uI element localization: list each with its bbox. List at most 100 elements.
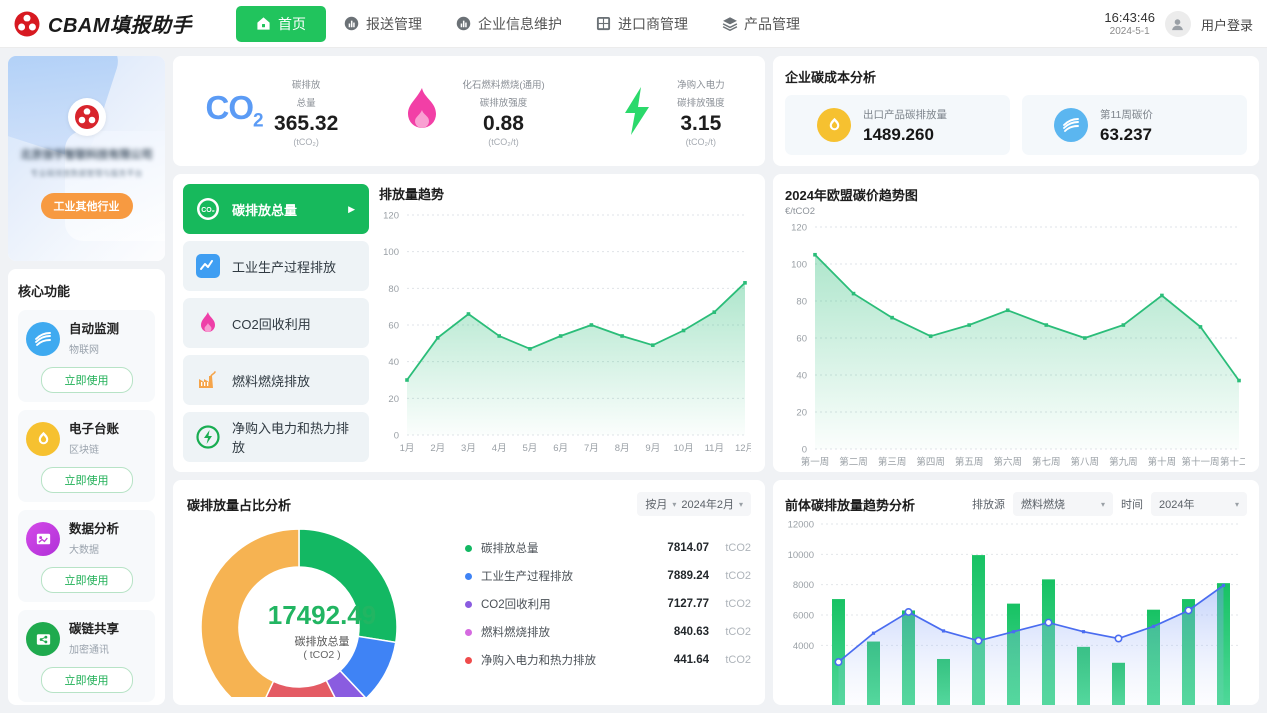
kpi-label-line2: 总量 [296, 98, 316, 109]
svg-text:第三周: 第三周 [878, 456, 907, 468]
feature-use-button[interactable]: 立即使用 [40, 667, 133, 693]
legend-unit: tCO2 [725, 598, 751, 610]
svg-text:80: 80 [388, 284, 399, 295]
svg-text:第七周: 第七周 [1032, 456, 1061, 468]
nav-item-enterprise-info[interactable]: 企业信息维护 [440, 7, 578, 41]
kpi-total-emission: CO2 碳排放 总量 365.32 (tCO₂) [173, 75, 370, 147]
factory-icon [195, 367, 221, 393]
menu-item-label: 净购入电力和热力排放 [232, 421, 350, 455]
legend-dot [465, 544, 472, 552]
kpi-label-line1: 净购入电力 [677, 80, 725, 91]
analytics-icon [26, 522, 60, 556]
svg-text:第十周: 第十周 [1148, 456, 1177, 468]
menu-item-purchased-power-heat[interactable]: 净购入电力和热力排放 [183, 412, 369, 462]
wave-monitor-icon [1054, 108, 1088, 142]
svg-text:第十一周: 第十一周 [1181, 456, 1219, 468]
kpi-label-line2: 碳排放强度 [479, 98, 528, 109]
kpi-value: 0.88 [483, 112, 524, 135]
legend-value: 7127.77 [667, 598, 709, 610]
main-nav: 首页 报送管理 企业信息维护 进口商管理 产品管理 [236, 5, 816, 42]
svg-text:8月: 8月 [615, 443, 630, 454]
menu-item-industrial-process[interactable]: 工业生产过程排放 [183, 241, 369, 291]
bolt-circle-icon [195, 424, 221, 450]
legend-item[interactable]: CO2回收利用 7127.77 tCO2 [465, 590, 751, 618]
svg-text:4000: 4000 [793, 641, 814, 652]
feature-card-carbon-chain-share[interactable]: 碳链共享 加密通讯 立即使用 [18, 610, 155, 702]
svg-text:40: 40 [388, 357, 399, 368]
menu-item-co2-recycle[interactable]: CO2回收利用 [183, 298, 369, 348]
month-select-value: 2024年2月 [681, 499, 734, 511]
feature-name: 碳链共享 [69, 622, 120, 636]
legend-dot [465, 572, 472, 580]
svg-text:第六周: 第六周 [993, 456, 1022, 468]
legend-item[interactable]: 工业生产过程排放 7889.24 tCO2 [465, 562, 751, 590]
company-logo-icon [67, 98, 106, 136]
chart-title: 排放量趋势 [379, 187, 445, 202]
menu-item-total-emission[interactable]: CO₂ 碳排放总量 ▶ [183, 184, 369, 234]
svg-text:第八周: 第八周 [1071, 456, 1100, 468]
feature-tag: 物联网 [69, 345, 99, 356]
ledger-icon [817, 108, 851, 142]
nav-item-home[interactable]: 首页 [236, 5, 326, 42]
kpi-label-line1: 碳排放 [291, 80, 321, 91]
emission-trend-svg: 0 20 40 60 80 100 120 1月 2月 3月 4月 5月 6月 7月 8月 9月 10月 11月 1… [383, 211, 751, 455]
svg-text:8000: 8000 [793, 580, 814, 591]
legend-value: 441.64 [673, 654, 709, 666]
user-avatar-icon[interactable] [1164, 11, 1191, 37]
emission-source-menu: CO₂ 碳排放总量 ▶ 工业生产过程排放 [183, 184, 369, 462]
header-right: 16:43:46 2024-5-1 用户登录 [1104, 0, 1253, 48]
nav-item-report-management[interactable]: 报送管理 [328, 7, 438, 41]
svg-text:第一周: 第一周 [801, 456, 830, 468]
legend-label: 燃料燃烧排放 [481, 627, 550, 639]
legend-label: 净购入电力和热力排放 [481, 655, 596, 667]
svg-text:1月: 1月 [400, 443, 415, 454]
feature-card-data-analysis[interactable]: 数据分析 大数据 立即使用 [18, 510, 155, 602]
svg-text:4月: 4月 [492, 443, 507, 454]
home-icon [256, 16, 271, 31]
svg-text:3月: 3月 [461, 443, 476, 454]
card-title: 碳排放量占比分析 [187, 497, 292, 513]
main-content: CO2 碳排放 总量 365.32 (tCO₂) [173, 56, 1259, 705]
cost-value: 1489.260 [863, 125, 934, 145]
legend-item[interactable]: 碳排放总量 7814.07 tCO2 [465, 534, 751, 562]
feature-use-button[interactable]: 立即使用 [40, 567, 133, 593]
menu-item-label: 工业生产过程排放 [232, 259, 337, 275]
svg-text:2月: 2月 [430, 443, 445, 454]
flame-icon [195, 310, 221, 336]
user-login-label[interactable]: 用户登录 [1200, 17, 1253, 33]
industry-badge: 工业其他行业 [40, 193, 133, 219]
feature-use-button[interactable]: 立即使用 [40, 467, 133, 493]
legend-item[interactable]: 燃料燃烧排放 840.63 tCO2 [465, 618, 751, 646]
main-left-column: CO2 碳排放 总量 365.32 (tCO₂) [173, 56, 765, 705]
feature-card-e-ledger[interactable]: 电子台账 区块链 立即使用 [18, 410, 155, 502]
menu-item-fuel-combustion[interactable]: 燃料燃烧排放 [183, 355, 369, 405]
emission-trend-chart: 排放量趋势 0 20 40 60 80 100 120 1月 2月 3月 4月 5月 6月 7月 8月 9月 1… [369, 184, 753, 462]
svg-text:CO₂: CO₂ [201, 207, 215, 214]
chart-y-unit: €/tCO2 [785, 206, 816, 217]
donut-legend: 碳排放总量 7814.07 tCO2 工业生产过程排放 7889.24 tCO2 [457, 522, 751, 697]
legend-item[interactable]: 净购入电力和热力排放 441.64 tCO2 [465, 646, 751, 674]
legend-dot [465, 628, 472, 636]
feature-use-button[interactable]: 立即使用 [40, 367, 133, 393]
core-features-title: 核心功能 [18, 284, 71, 299]
time-select-label: 时间 [1121, 499, 1143, 511]
eu-carbon-price-card: 2024年欧盟碳价趋势图 €/tCO2 0 20 40 60 80 100 120 第一周 第二… [773, 174, 1259, 472]
nav-item-importer-management[interactable]: 进口商管理 [580, 7, 704, 41]
feature-card-auto-monitor[interactable]: 自动监测 物联网 立即使用 [18, 310, 155, 402]
page-layout: 北京信宇智联科技有限公司 专业碳排放数据管理与服务平台 工业其他行业 核心功能 … [0, 48, 1267, 713]
nav-item-product-management[interactable]: 产品管理 [706, 7, 816, 41]
legend-unit: tCO2 [725, 654, 751, 666]
trend-line-icon [195, 253, 221, 279]
period-select[interactable]: 按月 ▾ 2024年2月 ▾ [637, 492, 751, 516]
legend-value: 7814.07 [667, 542, 709, 554]
donut-svg [200, 528, 398, 697]
legend-label: 碳排放总量 [481, 543, 539, 555]
svg-text:20: 20 [796, 408, 807, 419]
kpi-fossil-fuel-intensity: 化石燃料燃烧(通用) 碳排放强度 0.88 (tCO₂/t) [370, 75, 567, 147]
time-select[interactable]: 2024年 ▾ [1151, 492, 1247, 516]
svg-text:10000: 10000 [788, 550, 814, 561]
chevron-right-icon: ▶ [348, 203, 355, 214]
source-select[interactable]: 燃料燃烧 ▾ [1013, 492, 1113, 516]
nav-label: 进口商管理 [618, 15, 688, 32]
svg-text:0: 0 [394, 431, 399, 442]
